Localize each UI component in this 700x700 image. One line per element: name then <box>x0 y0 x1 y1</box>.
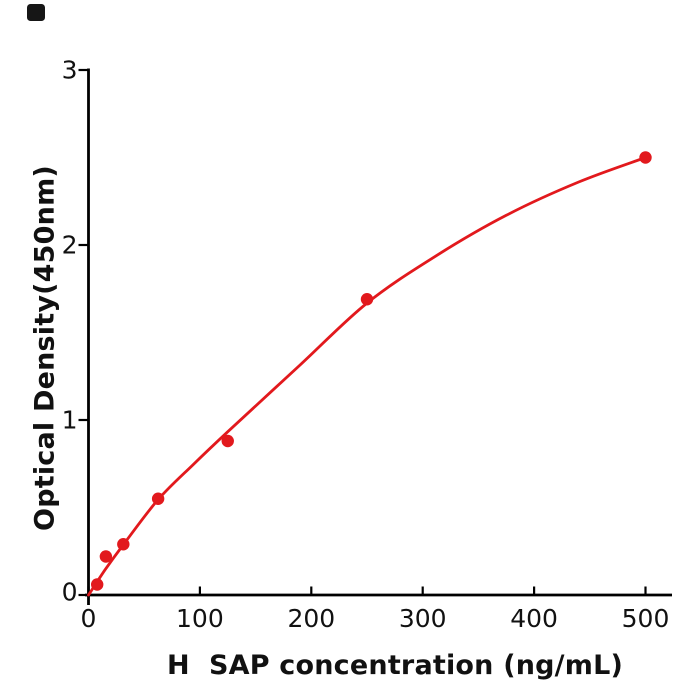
x-tick-label: 500 <box>622 604 670 633</box>
y-tick-label: 3 <box>62 56 78 85</box>
x-tick-labels: 0 100 200 300 400 500 <box>81 604 670 633</box>
x-tick-label: 200 <box>287 604 335 633</box>
data-series-layer <box>87 151 652 597</box>
data-point-marker <box>99 550 113 563</box>
data-point-marker <box>151 492 165 505</box>
x-axis-title: H SAP concentration (ng/mL) <box>166 650 624 681</box>
data-point-marker <box>117 538 130 551</box>
x-tick-label: 100 <box>176 604 224 633</box>
data-point-marker <box>221 434 234 448</box>
data-point-marker <box>360 293 374 306</box>
y-tick-label: 0 <box>62 578 78 607</box>
axes-layer <box>78 68 672 605</box>
x-tick-label: 0 <box>81 604 97 633</box>
fit-curve-line <box>87 156 647 597</box>
x-tick-label: 300 <box>399 604 447 633</box>
data-point-marker <box>639 151 652 164</box>
y-tick-labels: 0 1 2 3 <box>62 56 78 607</box>
y-tick-label: 1 <box>62 406 78 435</box>
y-tick-label: 2 <box>62 231 78 260</box>
x-tick-label: 400 <box>510 604 558 633</box>
y-axis-title: Optical Density(450nm) <box>29 165 61 531</box>
data-point-marker <box>90 578 104 591</box>
corner-marker <box>27 4 45 21</box>
